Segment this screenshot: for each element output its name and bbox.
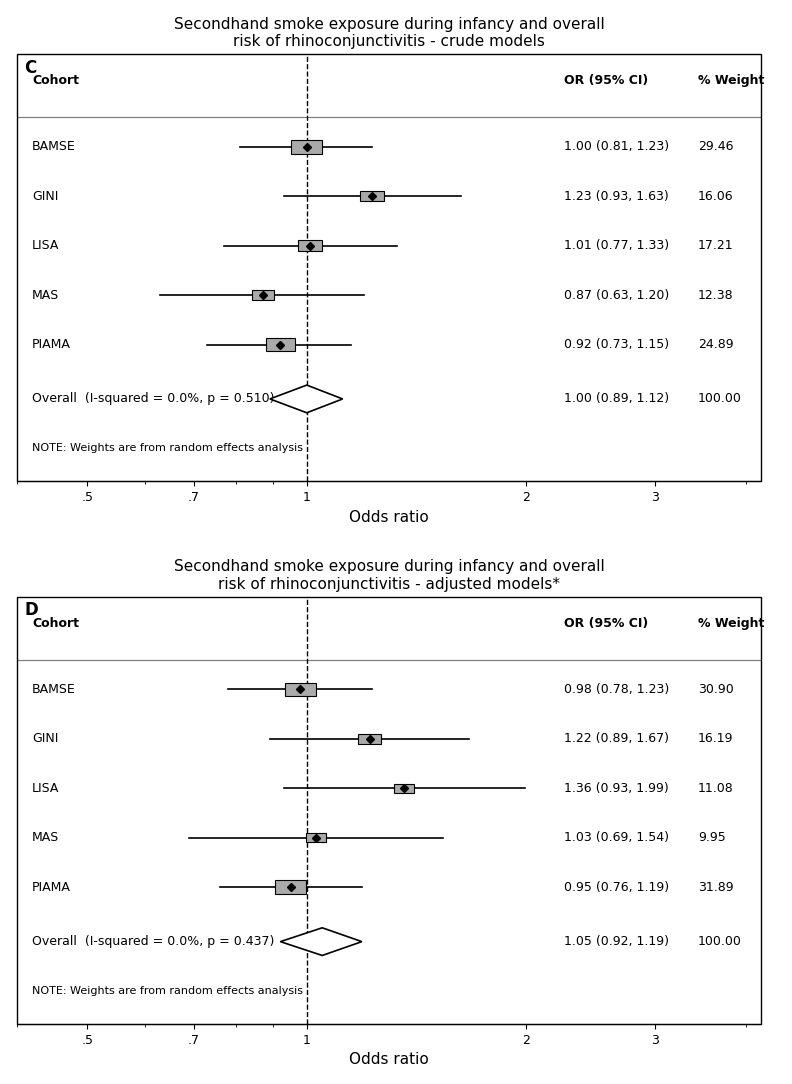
Bar: [298, 241, 322, 251]
Text: 1.05 (0.92, 1.19): 1.05 (0.92, 1.19): [564, 935, 669, 948]
Text: % Weight: % Weight: [698, 617, 764, 630]
Text: MAS: MAS: [32, 288, 59, 301]
Bar: [358, 734, 381, 744]
Text: GINI: GINI: [32, 190, 59, 203]
Bar: [307, 834, 326, 842]
Text: 1.03 (0.69, 1.54): 1.03 (0.69, 1.54): [564, 831, 669, 844]
Text: Cohort: Cohort: [32, 617, 79, 630]
Text: OR (95% CI): OR (95% CI): [564, 617, 648, 630]
Text: % Weight: % Weight: [698, 75, 764, 88]
Bar: [360, 191, 384, 202]
Title: Secondhand smoke exposure during infancy and overall
risk of rhinoconjunctivitis: Secondhand smoke exposure during infancy…: [173, 559, 604, 592]
Text: 0.87 (0.63, 1.20): 0.87 (0.63, 1.20): [564, 288, 669, 301]
Text: 0.92 (0.73, 1.15): 0.92 (0.73, 1.15): [564, 338, 669, 351]
Text: D: D: [24, 602, 38, 619]
Bar: [275, 880, 307, 894]
Text: GINI: GINI: [32, 733, 59, 746]
Text: 1.36 (0.93, 1.99): 1.36 (0.93, 1.99): [564, 782, 668, 795]
Text: 1.01 (0.77, 1.33): 1.01 (0.77, 1.33): [564, 240, 669, 253]
Text: 17.21: 17.21: [698, 240, 733, 253]
Bar: [285, 683, 316, 696]
Text: 1.23 (0.93, 1.63): 1.23 (0.93, 1.63): [564, 190, 668, 203]
X-axis label: Odds ratio: Odds ratio: [349, 1053, 428, 1068]
Text: Overall  (I-squared = 0.0%, p = 0.437): Overall (I-squared = 0.0%, p = 0.437): [32, 935, 275, 948]
Text: 1.00 (0.81, 1.23): 1.00 (0.81, 1.23): [564, 140, 669, 153]
Text: PIAMA: PIAMA: [32, 338, 71, 351]
Text: 12.38: 12.38: [698, 288, 733, 301]
Text: MAS: MAS: [32, 831, 59, 844]
Polygon shape: [270, 385, 343, 413]
Text: 100.00: 100.00: [698, 935, 742, 948]
Text: C: C: [24, 59, 36, 77]
Polygon shape: [280, 928, 362, 955]
Text: 16.06: 16.06: [698, 190, 733, 203]
Text: 24.89: 24.89: [698, 338, 733, 351]
Text: 1.22 (0.89, 1.67): 1.22 (0.89, 1.67): [564, 733, 669, 746]
Text: Cohort: Cohort: [32, 75, 79, 88]
Text: 29.46: 29.46: [698, 140, 733, 153]
Text: 31.89: 31.89: [698, 880, 733, 893]
Text: 11.08: 11.08: [698, 782, 733, 795]
Bar: [266, 338, 295, 351]
Text: BAMSE: BAMSE: [32, 140, 76, 153]
Text: 16.19: 16.19: [698, 733, 733, 746]
Text: BAMSE: BAMSE: [32, 683, 76, 696]
Text: NOTE: Weights are from random effects analysis: NOTE: Weights are from random effects an…: [32, 443, 303, 453]
Text: LISA: LISA: [32, 782, 59, 795]
Text: 30.90: 30.90: [698, 683, 733, 696]
Text: LISA: LISA: [32, 240, 59, 253]
Text: PIAMA: PIAMA: [32, 880, 71, 893]
Text: NOTE: Weights are from random effects analysis: NOTE: Weights are from random effects an…: [32, 986, 303, 996]
Text: 100.00: 100.00: [698, 392, 742, 405]
Title: Secondhand smoke exposure during infancy and overall
risk of rhinoconjunctivitis: Secondhand smoke exposure during infancy…: [173, 16, 604, 49]
Text: 1.00 (0.89, 1.12): 1.00 (0.89, 1.12): [564, 392, 669, 405]
Text: Overall  (I-squared = 0.0%, p = 0.510): Overall (I-squared = 0.0%, p = 0.510): [32, 392, 275, 405]
Bar: [252, 291, 273, 300]
Bar: [394, 784, 414, 792]
X-axis label: Odds ratio: Odds ratio: [349, 509, 428, 525]
Text: 0.95 (0.76, 1.19): 0.95 (0.76, 1.19): [564, 880, 669, 893]
Text: 0.98 (0.78, 1.23): 0.98 (0.78, 1.23): [564, 683, 669, 696]
Text: OR (95% CI): OR (95% CI): [564, 75, 648, 88]
Bar: [291, 140, 322, 154]
Text: 9.95: 9.95: [698, 831, 725, 844]
